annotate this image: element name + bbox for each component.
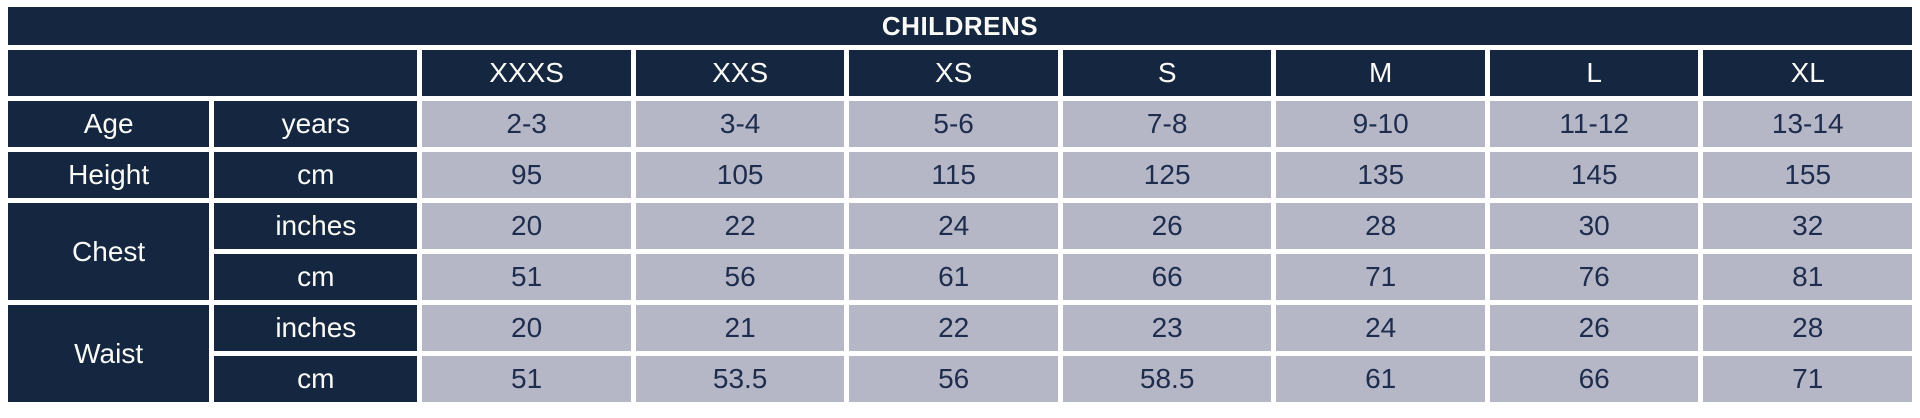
value-cell: 23 xyxy=(1062,305,1272,351)
unit-cell-waist-inches: inches xyxy=(214,305,418,351)
value-cell: 51 xyxy=(422,356,631,402)
size-header-xl: XL xyxy=(1703,50,1912,96)
value-cell: 105 xyxy=(635,152,845,198)
value-cell: 32 xyxy=(1703,203,1912,249)
value-cell: 71 xyxy=(1276,254,1485,300)
value-cell: 20 xyxy=(422,305,631,351)
value-cell: 155 xyxy=(1703,152,1912,198)
childrens-size-chart-table: CHILDRENS XXXS XXS XS S M L XL Age years… xyxy=(3,2,1917,407)
table-row: Age years 2-3 3-4 5-6 7-8 9-10 11-12 13-… xyxy=(8,101,1912,147)
table-row: Chest inches 20 22 24 26 28 30 32 xyxy=(8,203,1912,300)
value-cell: 51 xyxy=(422,254,631,300)
value-cell: 145 xyxy=(1489,152,1699,198)
value-cell: 5-6 xyxy=(849,101,1058,147)
value-cell: 76 xyxy=(1489,254,1699,300)
value-cell: 61 xyxy=(849,254,1058,300)
row-label-waist: Waist xyxy=(8,305,210,402)
value-cell: 58.5 xyxy=(1062,356,1272,402)
value-cell: 135 xyxy=(1276,152,1485,198)
value-cell: 61 xyxy=(1276,356,1485,402)
unit-cell-waist-cm: cm xyxy=(214,356,418,402)
unit-cell-height-cm: cm xyxy=(214,152,418,198)
value-cell: 7-8 xyxy=(1062,101,1272,147)
chart-title: CHILDRENS xyxy=(8,7,1912,45)
table-row: cm 51 56 61 66 71 76 81 xyxy=(8,254,1912,300)
value-cell: 13-14 xyxy=(1703,101,1912,147)
value-cell: 66 xyxy=(1062,254,1272,300)
table-row: CHILDRENS xyxy=(8,7,1912,45)
table-row: cm 51 53.5 56 58.5 61 66 71 xyxy=(8,356,1912,402)
value-cell: 56 xyxy=(635,254,845,300)
row-label-height: Height xyxy=(8,152,210,198)
unit-cell-age-years: years xyxy=(214,101,418,147)
value-cell: 3-4 xyxy=(635,101,845,147)
value-cell: 28 xyxy=(1703,305,1912,351)
size-header-xs: XS xyxy=(849,50,1058,96)
value-cell: 24 xyxy=(849,203,1058,249)
value-cell: 26 xyxy=(1489,305,1699,351)
unit-cell-chest-cm: cm xyxy=(214,254,418,300)
value-cell: 95 xyxy=(422,152,631,198)
value-cell: 9-10 xyxy=(1276,101,1485,147)
header-spacer-cell xyxy=(8,50,418,96)
value-cell: 21 xyxy=(635,305,845,351)
value-cell: 2-3 xyxy=(422,101,631,147)
size-header-l: L xyxy=(1489,50,1699,96)
row-label-age: Age xyxy=(8,101,210,147)
value-cell: 26 xyxy=(1062,203,1272,249)
value-cell: 125 xyxy=(1062,152,1272,198)
value-cell: 115 xyxy=(849,152,1058,198)
value-cell: 22 xyxy=(849,305,1058,351)
row-label-chest: Chest xyxy=(8,203,210,300)
value-cell: 30 xyxy=(1489,203,1699,249)
value-cell: 81 xyxy=(1703,254,1912,300)
value-cell: 22 xyxy=(635,203,845,249)
size-header-s: S xyxy=(1062,50,1272,96)
value-cell: 11-12 xyxy=(1489,101,1699,147)
table-row: Height cm 95 105 115 125 135 145 155 xyxy=(8,152,1912,198)
table-row: XXXS XXS XS S M L XL xyxy=(8,50,1912,96)
value-cell: 20 xyxy=(422,203,631,249)
size-header-xxxs: XXXS xyxy=(422,50,631,96)
size-header-m: M xyxy=(1276,50,1485,96)
value-cell: 71 xyxy=(1703,356,1912,402)
value-cell: 56 xyxy=(849,356,1058,402)
value-cell: 66 xyxy=(1489,356,1699,402)
value-cell: 53.5 xyxy=(635,356,845,402)
unit-cell-chest-inches: inches xyxy=(214,203,418,249)
table-row: Waist inches 20 21 22 23 24 26 28 xyxy=(8,305,1912,402)
size-header-xxs: XXS xyxy=(635,50,845,96)
value-cell: 24 xyxy=(1276,305,1485,351)
value-cell: 28 xyxy=(1276,203,1485,249)
